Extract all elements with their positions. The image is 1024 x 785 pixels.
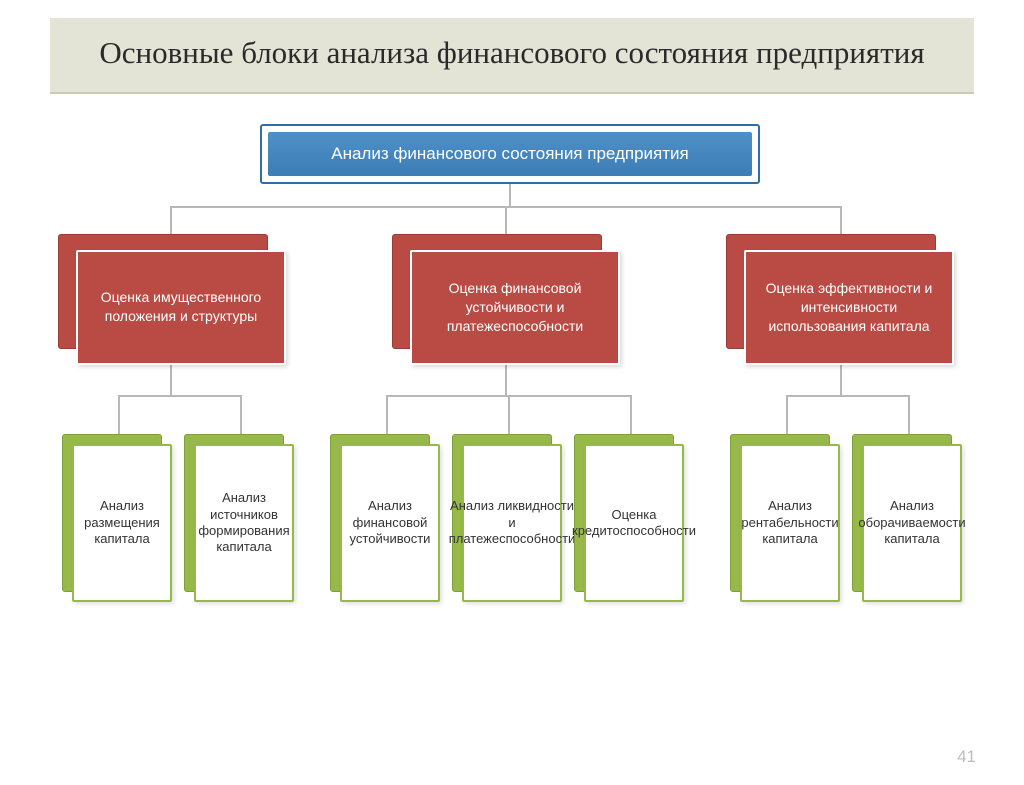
leaf-node-4: Анализ ликвидности и платежеспособности [452,434,564,604]
mid-node-3: Оценка эффективности и интенсивности исп… [726,234,956,364]
leaf-node-2: Анализ источников формирования капитала [184,434,296,604]
leaf-node-label: Анализ оборачиваемости капитала [862,444,962,602]
connector [840,206,842,234]
leaf-node-7: Анализ оборачиваемости капитала [852,434,964,604]
connector [630,395,632,434]
connector [170,365,172,395]
org-chart: Анализ финансового состояния предприятия… [0,114,1024,674]
mid-node-label: Оценка эффективности и интенсивности исп… [744,250,954,365]
mid-node-label: Оценка финансовой устойчивости и платеже… [410,250,620,365]
leaf-node-1: Анализ размещения капитала [62,434,174,604]
connector [908,395,910,434]
connector [118,395,242,397]
leaf-node-label: Анализ рентабельности капитала [740,444,840,602]
connector [786,395,910,397]
connector [786,395,788,434]
connector [386,395,388,434]
leaf-node-label: Оценка кредитоспособности [584,444,684,602]
slide-title: Основные блоки анализа финансового состо… [50,18,974,94]
leaf-node-3: Анализ финансовой устойчивости [330,434,442,604]
connector [840,365,842,395]
leaf-node-6: Анализ рентабельности капитала [730,434,842,604]
connector [508,395,510,434]
leaf-node-5: Оценка кредитоспособности [574,434,686,604]
connector [505,365,507,395]
root-node: Анализ финансового состояния предприятия [260,124,760,184]
mid-node-2: Оценка финансовой устойчивости и платеже… [392,234,622,364]
connector [240,395,242,434]
connector [170,206,172,234]
root-node-label: Анализ финансового состояния предприятия [268,132,752,176]
leaf-node-label: Анализ источников формирования капитала [194,444,294,602]
connector [118,395,120,434]
leaf-node-label: Анализ размещения капитала [72,444,172,602]
leaf-node-label: Анализ финансовой устойчивости [340,444,440,602]
leaf-node-label: Анализ ликвидности и платежеспособности [462,444,562,602]
connector [509,184,511,206]
page-number: 41 [957,747,976,767]
mid-node-label: Оценка имущественного положения и структ… [76,250,286,365]
connector [505,206,507,234]
mid-node-1: Оценка имущественного положения и структ… [58,234,288,364]
